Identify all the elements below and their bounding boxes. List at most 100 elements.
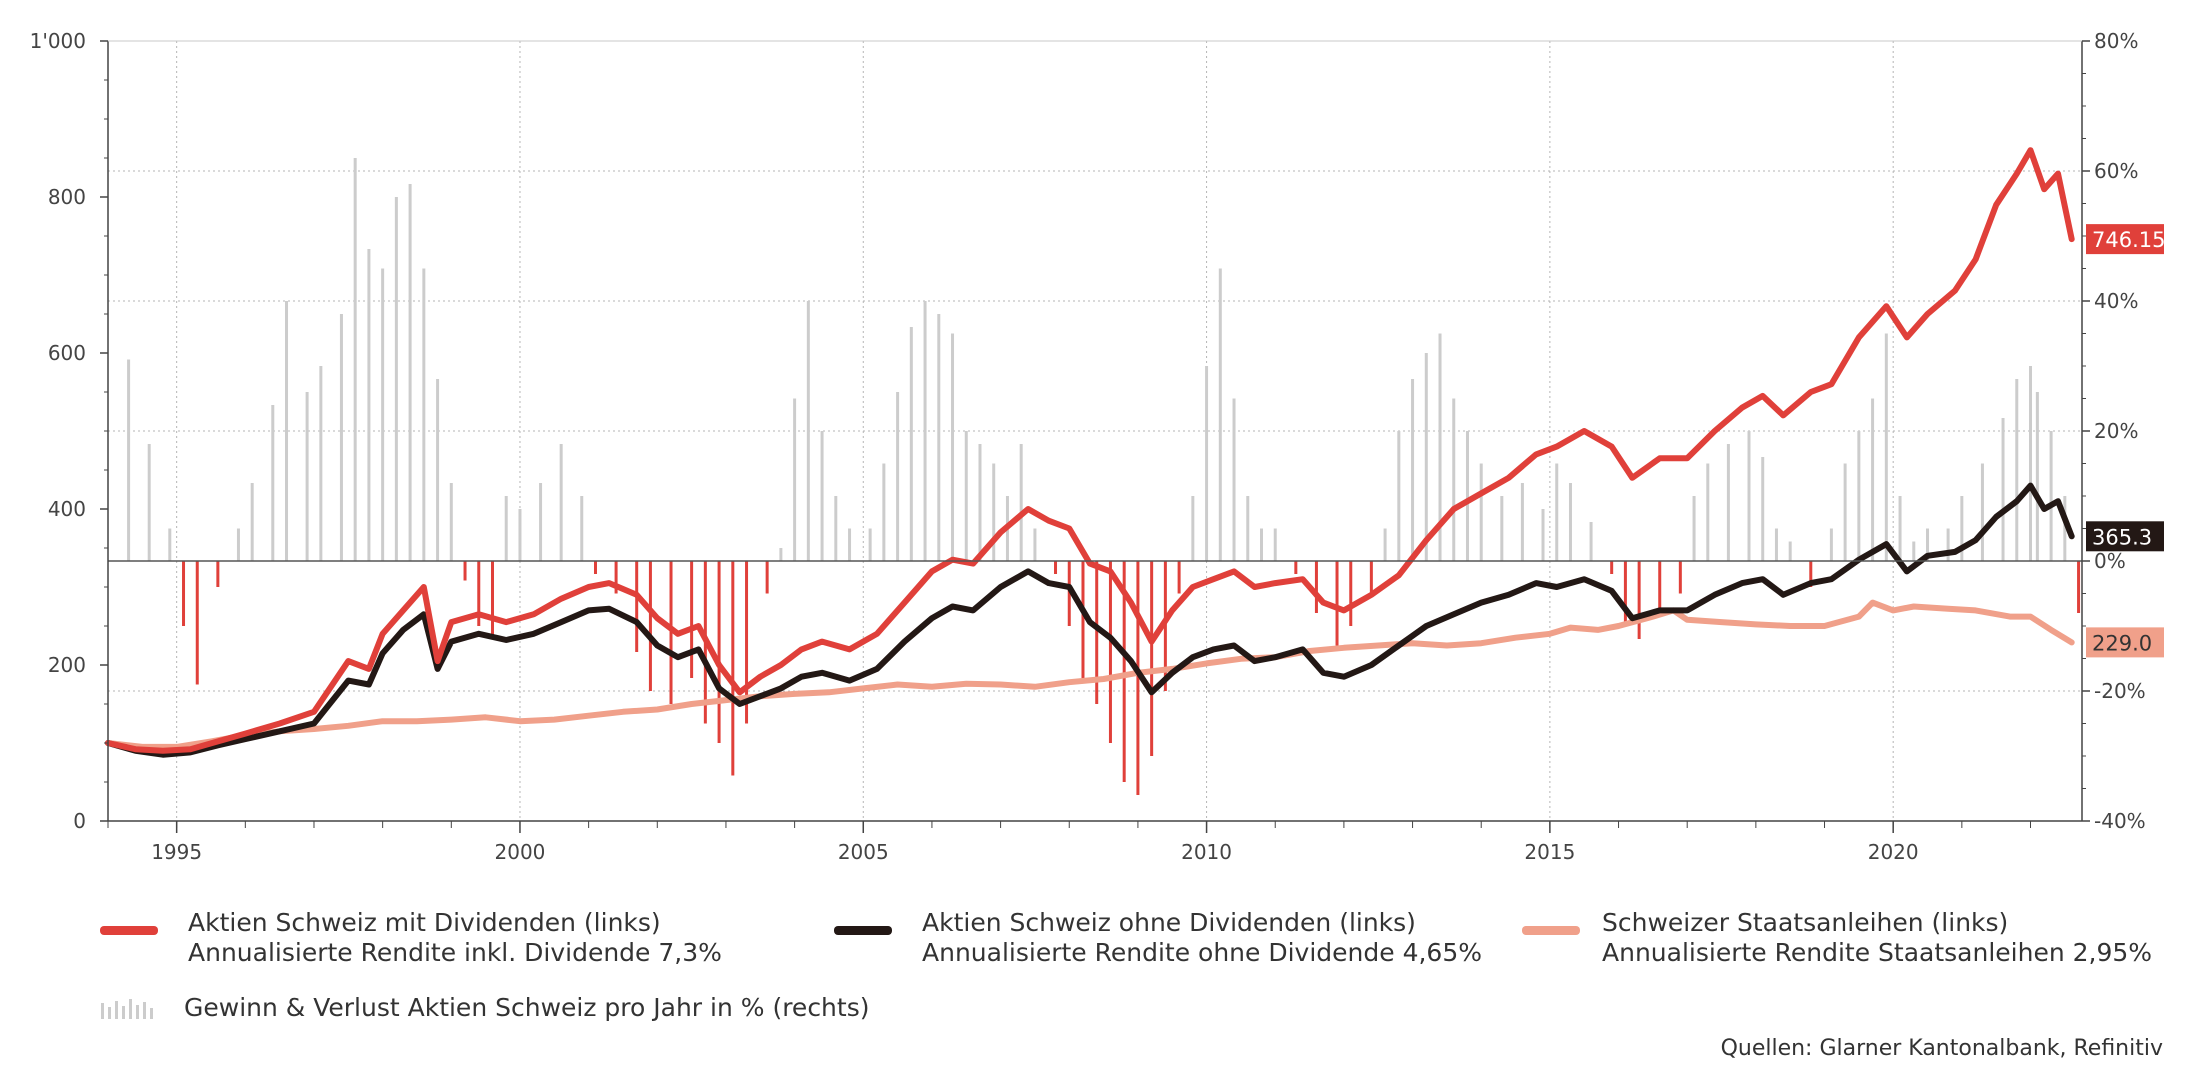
legend-label: Aktien Schweiz ohne Dividenden (links): [922, 908, 1416, 937]
x-tick-label: 2005: [838, 840, 889, 864]
bar-mark: [127, 359, 131, 561]
bar-mark: [635, 561, 639, 652]
right-tick-label: 40%: [2094, 289, 2138, 313]
bar-mark: [793, 398, 797, 561]
bar-mark: [1205, 366, 1209, 561]
bar-mark: [2063, 496, 2067, 561]
badge-box: [2086, 627, 2164, 658]
bar-mark: [504, 496, 508, 561]
bar-mark: [1678, 561, 1682, 594]
bar-mark: [216, 561, 220, 587]
bar-mark: [593, 561, 597, 574]
bar-mark: [745, 561, 749, 724]
badge-label: 365.3: [2092, 525, 2152, 549]
bar-mark: [1465, 431, 1469, 561]
axes: 0 200 400 600 800 1'000 -40% -20% 0% 20% 40% 60% 80%…: [30, 29, 2146, 864]
legend-label: Gewinn & Verlust Aktien Schweiz pro Jahr…: [184, 993, 870, 1022]
bar-mark: [820, 431, 824, 561]
badge-ohne-dividenden: 365.3: [2086, 521, 2164, 552]
x-tick-label: 2020: [1868, 840, 1919, 864]
legend-sublabel: Annualisierte Rendite Staatsanleihen 2,9…: [1602, 938, 2153, 967]
badge-mit-dividenden: 746.15: [2086, 224, 2165, 255]
bar-mark: [1520, 483, 1524, 561]
legend-swatch: [834, 926, 892, 935]
bar-mark: [1589, 522, 1593, 561]
bar-mark: [319, 366, 323, 561]
bar-mark: [518, 509, 522, 561]
bar-mark: [868, 528, 872, 561]
bar-mark: [367, 249, 371, 561]
bar-mark: [669, 561, 673, 704]
bar-mark: [305, 392, 309, 561]
bar-mark: [1884, 333, 1888, 561]
left-tick-label: 400: [48, 497, 86, 521]
bar-mark: [1843, 463, 1847, 561]
bar-mark: [1541, 509, 1545, 561]
bar-mark: [717, 561, 721, 743]
right-tick-label: 80%: [2094, 29, 2138, 53]
bar-mark: [1335, 561, 1339, 646]
bar-mark: [1658, 561, 1662, 613]
bar-mark: [147, 444, 151, 561]
right-tick-label: 0%: [2094, 549, 2126, 573]
bar-mark: [806, 301, 810, 561]
legend-label: Aktien Schweiz mit Dividenden (links): [188, 908, 661, 937]
bar-mark: [1067, 561, 1071, 626]
bar-mark: [1774, 528, 1778, 561]
bar-mark: [1397, 431, 1401, 561]
bar-mark: [285, 301, 289, 561]
left-tick-label: 1'000: [30, 29, 86, 53]
bar-mark: [1019, 444, 1023, 561]
bar-mark: [1349, 561, 1353, 626]
bar-mark: [250, 483, 254, 561]
bar-mark: [1108, 561, 1112, 743]
bar-mark: [1122, 561, 1126, 782]
badge-box: [2086, 224, 2164, 255]
bar-mark: [1136, 561, 1140, 795]
legend-label: Schweizer Staatsanleihen (links): [1602, 908, 2009, 937]
line-mit-dividenden: [105, 147, 2075, 754]
legend-sublabel: Annualisierte Rendite inkl. Dividende 7,…: [188, 938, 722, 967]
bar-mark: [1095, 561, 1099, 704]
bar-mark: [2077, 561, 2081, 613]
x-tick-label: 2015: [1524, 840, 1575, 864]
bar-mark: [353, 158, 357, 561]
bar-mark: [168, 528, 172, 561]
bar-mark: [992, 463, 996, 561]
bar-mark: [1610, 561, 1614, 574]
bar-mark: [765, 561, 769, 594]
bar-mark: [1479, 463, 1483, 561]
bar-mark: [2029, 366, 2033, 561]
bar-mark: [1500, 496, 1504, 561]
bar-mark: [909, 327, 913, 561]
bar-mark: [951, 333, 955, 561]
bar-mark: [1857, 431, 1861, 561]
bar-mark: [1218, 268, 1222, 561]
badge-label: 746.15: [2092, 228, 2165, 252]
legend-item-gewinn-verlust: Gewinn & Verlust Aktien Schweiz pro Jahr…: [100, 993, 870, 1023]
bar-mark: [923, 301, 927, 561]
line-series: [105, 147, 2075, 758]
bar-mark: [1898, 496, 1902, 561]
x-tick-label: 1995: [151, 840, 202, 864]
bar-mark: [1452, 398, 1456, 561]
bar-mark: [1761, 457, 1765, 561]
bar-mark: [195, 561, 199, 685]
bar-mark: [1177, 561, 1181, 594]
bar-mark: [539, 483, 543, 561]
right-tick-label: 60%: [2094, 159, 2138, 183]
bar-mark: [1912, 541, 1916, 561]
right-tick-label: -20%: [2094, 679, 2146, 703]
bar-mark: [882, 463, 886, 561]
bar-mark: [1788, 541, 1792, 561]
grid-lines: [108, 40, 2082, 822]
bar-mark: [449, 483, 453, 561]
bar-mark: [1726, 444, 1730, 561]
bar-mark: [271, 405, 275, 561]
bar-mark: [1081, 561, 1085, 678]
bar-mark: [978, 444, 982, 561]
bar-mark: [937, 314, 941, 561]
bar-mark: [559, 444, 563, 561]
bar-mark: [436, 379, 440, 561]
bar-mark: [422, 268, 426, 561]
